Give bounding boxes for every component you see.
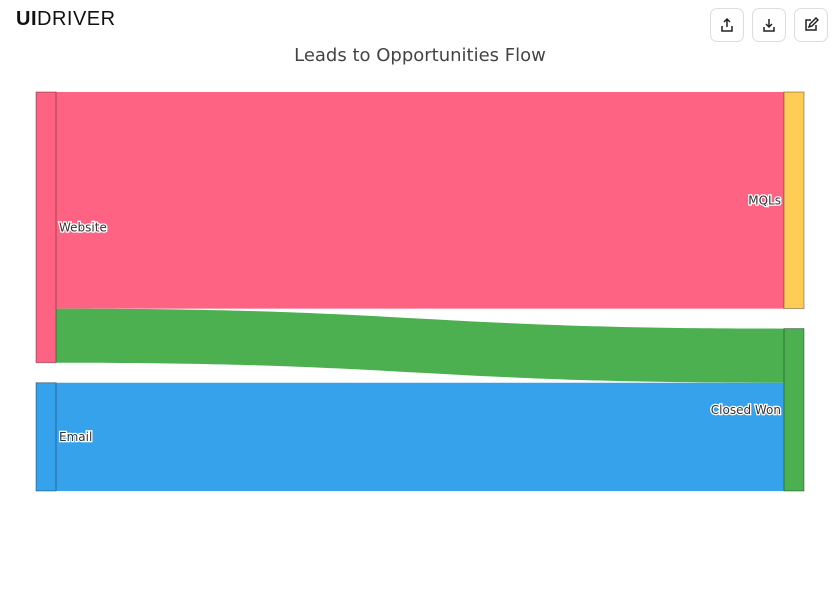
download-button[interactable] [752, 8, 786, 42]
link-website-to-closed-won[interactable] [56, 308, 784, 383]
link-website-to-mqls[interactable] [56, 92, 784, 309]
node-closed-won[interactable] [783, 328, 805, 492]
share-icon [721, 17, 733, 32]
node-email[interactable] [35, 382, 57, 492]
edit-button[interactable] [794, 8, 828, 42]
edit-icon [805, 17, 819, 31]
node-label-closed-won: Closed Won [711, 403, 781, 417]
share-button[interactable] [710, 8, 744, 42]
chart-title: Leads to Opportunities Flow [294, 45, 546, 66]
download-icon [763, 19, 775, 32]
node-label-website: Website [59, 220, 107, 234]
node-label-email: Email [59, 430, 92, 444]
logo: UIDRIVER [16, 8, 116, 30]
node-label-mqls: MQLs [748, 193, 781, 207]
link-email-to-closed-won[interactable] [56, 382, 784, 491]
node-mqls[interactable] [783, 91, 805, 310]
node-website[interactable] [35, 91, 57, 364]
